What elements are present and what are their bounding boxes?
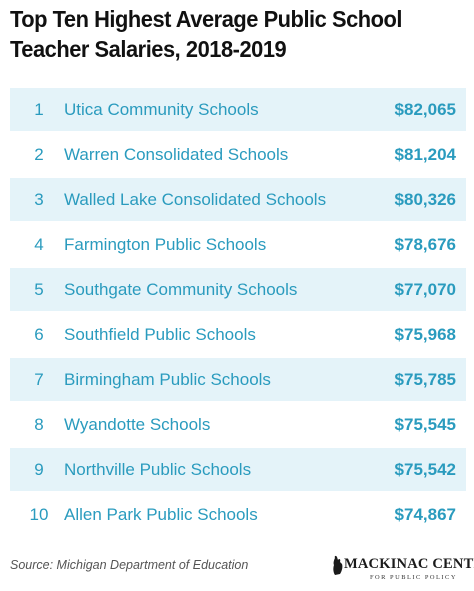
rank-cell: 4 [34, 234, 44, 254]
district-cell: Southgate Community Schools [64, 279, 298, 299]
salary-cell: $81,204 [394, 144, 456, 164]
salary-cell: $82,065 [394, 99, 456, 119]
district-cell: Warren Consolidated Schools [64, 144, 289, 164]
michigan-mitten-icon [333, 555, 343, 575]
salary-cell: $77,070 [394, 279, 456, 299]
rank-cell: 7 [34, 369, 44, 389]
logo-subtitle: FOR PUBLIC POLICY [370, 574, 457, 581]
district-cell: Northville Public Schools [64, 459, 252, 479]
salary-cell: $75,545 [394, 414, 456, 434]
district-cell: Allen Park Public Schools [64, 504, 258, 524]
district-cell: Walled Lake Consolidated Schools [64, 189, 327, 209]
salary-cell: $75,968 [394, 324, 456, 344]
table-row: 8 Wyandotte Schools $75,545 [10, 403, 466, 446]
table-row: 1 Utica Community Schools $82,065 [10, 88, 466, 131]
title-line-2: Teacher Salaries, 2018-2019 [10, 36, 287, 62]
rank-cell: 1 [34, 99, 44, 119]
salary-cell: $80,326 [394, 189, 456, 209]
rank-cell: 10 [29, 504, 49, 524]
salary-cell: $78,676 [394, 234, 456, 254]
table-row: 5 Southgate Community Schools $77,070 [10, 268, 466, 311]
logo-name: MACKINAC CENTER [344, 556, 474, 572]
salary-cell: $74,867 [394, 504, 456, 524]
rank-cell: 9 [34, 459, 44, 479]
rank-cell: 6 [34, 324, 44, 344]
table-row: 9 Northville Public Schools $75,542 [10, 448, 466, 491]
district-cell: Southfield Public Schools [64, 324, 256, 344]
table-row: 10 Allen Park Public Schools $74,867 [10, 493, 466, 536]
district-cell: Birmingham Public Schools [64, 369, 271, 389]
rank-cell: 8 [34, 414, 44, 434]
chart-title: Top Ten Highest Average Public School Te… [10, 4, 434, 64]
source-note: Source: Michigan Department of Education [10, 558, 249, 572]
salary-table: 1 Utica Community Schools $82,065 2 Warren C… [10, 88, 466, 538]
salary-cell: $75,785 [394, 369, 456, 389]
table-row: 6 Southfield Public Schools $75,968 [10, 313, 466, 356]
table-row: 7 Birmingham Public Schools $75,785 [10, 358, 466, 401]
rank-cell: 3 [34, 189, 44, 209]
district-cell: Wyandotte Schools [64, 414, 211, 434]
district-cell: Utica Community Schools [64, 99, 259, 119]
table-row: 2 Warren Consolidated Schools $81,204 [10, 133, 466, 176]
salary-cell: $75,542 [394, 459, 456, 479]
rank-cell: 2 [34, 144, 44, 164]
table-row: 3 Walled Lake Consolidated Schools $80,326 [10, 178, 466, 221]
district-cell: Farmington Public Schools [64, 234, 267, 254]
table-row: 4 Farmington Public Schools $78,676 [10, 223, 466, 266]
title-line-1: Top Ten Highest Average Public School [10, 6, 403, 32]
mackinac-center-logo: MACKINAC CENTER FOR PUBLIC POLICY [330, 552, 474, 582]
rank-cell: 5 [34, 279, 44, 299]
